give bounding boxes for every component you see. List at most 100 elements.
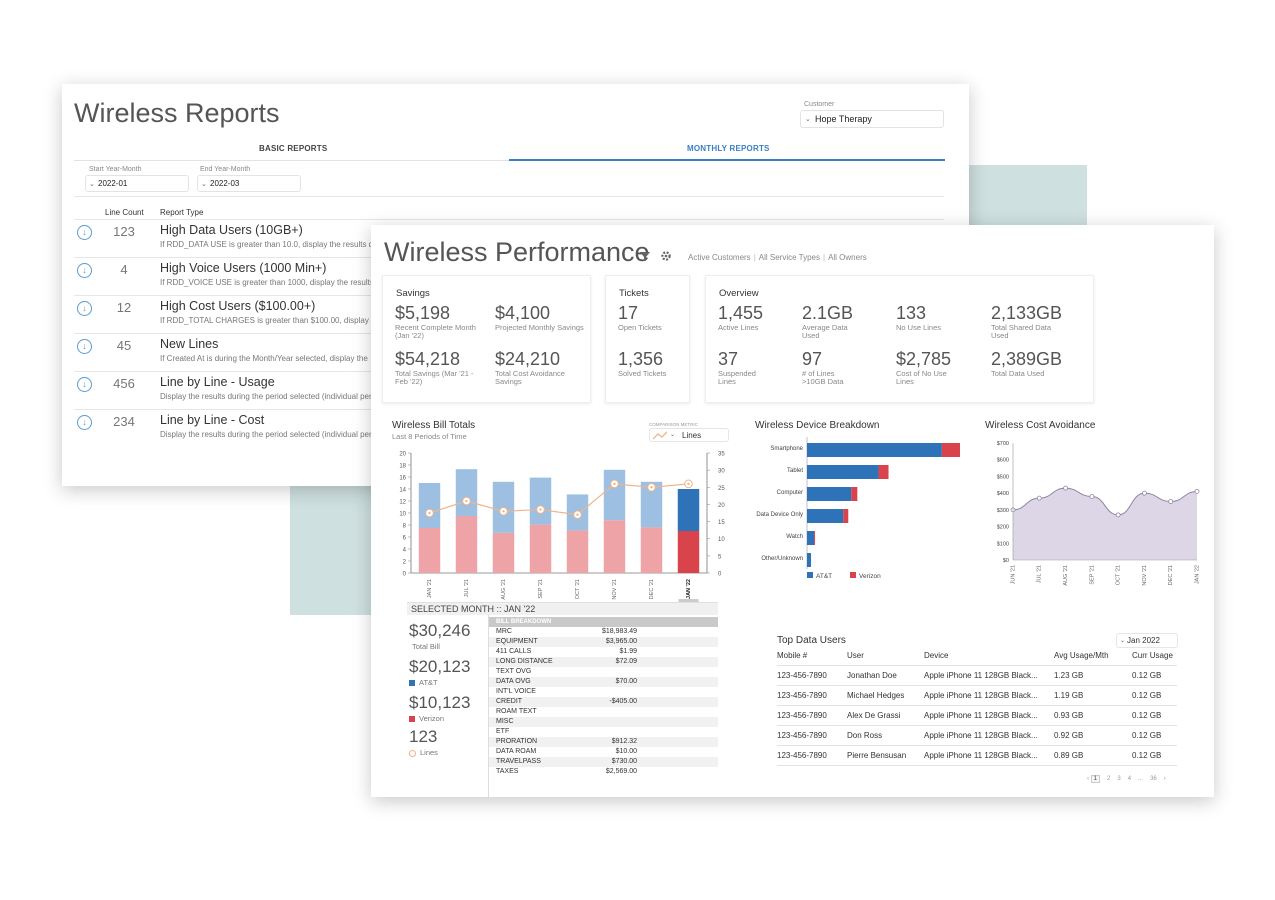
- next-page-icon[interactable]: ›: [1163, 776, 1166, 782]
- page-link[interactable]: 36: [1150, 776, 1157, 782]
- x-tick-label: OCT '21: [1116, 565, 1122, 585]
- page-link[interactable]: ...: [1138, 776, 1144, 782]
- breakdown-row: ETF: [489, 727, 718, 737]
- breakdown-row: DATA ROAM $10.00: [489, 747, 718, 757]
- header-divider: [777, 665, 1177, 666]
- comparison-select[interactable]: ⌄ Lines: [649, 428, 729, 442]
- bar-verizon[interactable]: [677, 531, 700, 573]
- breakdown-item: LONG DISTANCE: [496, 658, 553, 665]
- total-bill-label: Total Bill: [412, 642, 440, 651]
- start-month-select[interactable]: ⌄ 2022-01: [85, 175, 189, 192]
- table-cell: Apple iPhone 11 128GB Black...: [924, 751, 1038, 760]
- download-icon[interactable]: ↓: [77, 415, 92, 430]
- bar-verizon[interactable]: [603, 520, 626, 573]
- breakdown-item: CREDIT: [496, 698, 523, 705]
- download-icon[interactable]: ↓: [77, 377, 92, 392]
- stat-value: $2,785: [896, 349, 952, 369]
- bar-att[interactable]: [640, 481, 663, 528]
- filter-icon[interactable]: [639, 250, 651, 262]
- filter-customers[interactable]: Active Customers: [688, 253, 751, 262]
- report-title[interactable]: Line by Line - Usage: [160, 375, 275, 389]
- bar-verizon[interactable]: [814, 531, 816, 545]
- bar-att[interactable]: [807, 443, 942, 457]
- tab-basic-reports[interactable]: BASIC REPORTS: [259, 144, 328, 153]
- page-link[interactable]: 4: [1127, 776, 1132, 782]
- customer-select[interactable]: ⌄ Hope Therapy: [800, 110, 944, 128]
- column-header[interactable]: User: [847, 651, 864, 660]
- bar-verizon[interactable]: [843, 509, 849, 523]
- bar-verizon[interactable]: [492, 532, 515, 573]
- bar-att[interactable]: [807, 553, 812, 567]
- bar-verizon[interactable]: [878, 465, 889, 479]
- column-header[interactable]: Curr Usage: [1132, 651, 1173, 660]
- area-point[interactable]: [1063, 485, 1068, 491]
- bar-verizon[interactable]: [941, 443, 960, 457]
- bar-verizon[interactable]: [418, 528, 441, 573]
- bar-att[interactable]: [603, 469, 626, 521]
- report-row[interactable]: ↓ 123 High Data Users (10GB+) If RDD_DATA U…: [74, 219, 944, 257]
- report-title[interactable]: Line by Line - Cost: [160, 413, 265, 427]
- bar-att[interactable]: [807, 465, 879, 479]
- end-month-select[interactable]: ⌄ 2022-03: [197, 175, 301, 192]
- verizon-value: $10,123: [409, 693, 471, 712]
- bar-verizon[interactable]: [566, 530, 589, 573]
- area-point[interactable]: [1168, 499, 1174, 504]
- download-icon[interactable]: ↓: [77, 263, 92, 278]
- stat-solved-tickets: 1,356 Solved Tickets: [618, 349, 708, 378]
- report-title[interactable]: High Voice Users (1000 Min+): [160, 261, 327, 275]
- area-point[interactable]: [1194, 489, 1200, 494]
- column-header[interactable]: Mobile #: [777, 651, 808, 660]
- tab-monthly-reports[interactable]: MONTHLY REPORTS: [687, 144, 770, 153]
- category-label: Computer: [777, 490, 803, 496]
- area-point[interactable]: [1142, 490, 1147, 496]
- divider: [74, 196, 944, 197]
- bar-verizon[interactable]: [851, 487, 858, 501]
- area-point[interactable]: [1089, 494, 1095, 499]
- stat-value: 133: [896, 303, 927, 323]
- line-count: 45: [116, 338, 132, 353]
- page-link[interactable]: 3: [1117, 776, 1121, 782]
- period-select[interactable]: ⌄ Jan 2022: [1116, 633, 1178, 648]
- download-icon[interactable]: ↓: [77, 339, 92, 354]
- breakdown-item: DATA ROAM: [496, 748, 537, 755]
- filter-service-types[interactable]: All Service Types: [758, 253, 820, 262]
- savings-title: Savings: [396, 288, 430, 299]
- bar-att[interactable]: [418, 483, 441, 528]
- filter-owners[interactable]: All Owners: [828, 253, 867, 262]
- report-title[interactable]: New Lines: [160, 337, 219, 351]
- bill-chart-subtitle: Last 8 Periods of Time: [392, 432, 467, 441]
- column-header[interactable]: Avg Usage/Mth: [1054, 651, 1109, 660]
- bar-verizon[interactable]: [640, 527, 663, 573]
- area-point[interactable]: [1036, 495, 1042, 501]
- x-tick-label: SEP '21: [538, 579, 544, 599]
- end-month-value: 2022-03: [210, 179, 240, 188]
- stat-label: Solved Tickets: [618, 369, 667, 378]
- report-title[interactable]: High Cost Users ($100.00+): [160, 299, 316, 313]
- download-icon[interactable]: ↓: [77, 225, 92, 240]
- lines-value: 123: [409, 727, 438, 746]
- bar-att[interactable]: [807, 509, 844, 523]
- bar-att[interactable]: [677, 489, 700, 531]
- bar-att[interactable]: [807, 531, 815, 545]
- download-icon[interactable]: ↓: [77, 301, 92, 316]
- table-cell: 123-456-7890: [777, 751, 827, 760]
- chevron-down-icon: ⌄: [89, 181, 95, 188]
- page-link[interactable]: 2: [1107, 776, 1111, 782]
- lines-point-dot: [576, 513, 579, 516]
- bar-verizon[interactable]: [455, 516, 478, 573]
- prev-page-icon[interactable]: ‹: [1087, 776, 1091, 782]
- page-title: Wireless Performance: [384, 237, 650, 267]
- stat-value: 37: [718, 349, 739, 369]
- bar-att[interactable]: [455, 469, 478, 516]
- page-link[interactable]: 1: [1090, 775, 1101, 783]
- report-title[interactable]: High Data Users (10GB+): [160, 223, 303, 237]
- area-point[interactable]: [1115, 512, 1121, 518]
- bar-att[interactable]: [529, 477, 552, 525]
- lines-point-dot: [650, 486, 653, 489]
- bar-verizon[interactable]: [529, 524, 552, 573]
- filter-summary: Active Customers | All Service Types | All O…: [688, 253, 867, 262]
- column-header[interactable]: Device: [924, 651, 949, 660]
- table-cell: 0.12 GB: [1132, 731, 1162, 740]
- bar-att[interactable]: [807, 487, 852, 501]
- gear-icon[interactable]: [660, 250, 672, 262]
